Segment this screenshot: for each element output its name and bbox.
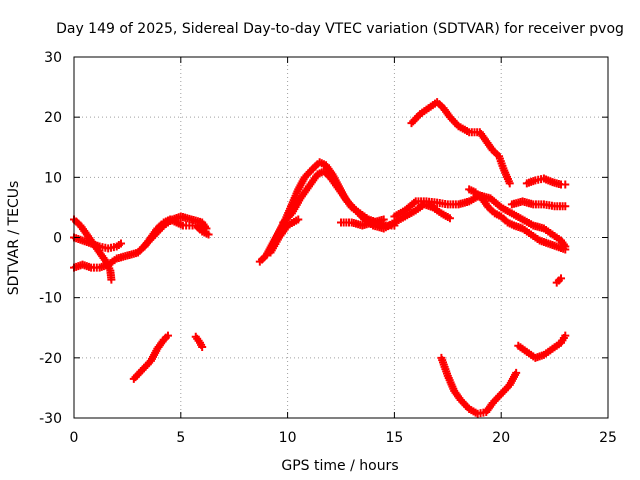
series-track-h	[279, 167, 454, 233]
series-track-q	[514, 331, 570, 362]
x-tick-label: 20	[492, 430, 510, 446]
data-point	[198, 343, 207, 352]
series-track-k	[390, 191, 570, 251]
x-tick-label: 0	[70, 430, 79, 446]
y-tick-label: -10	[39, 291, 62, 307]
x-tick-label: 25	[599, 430, 617, 446]
series-track-i	[266, 215, 303, 257]
x-tick-label: 10	[279, 430, 297, 446]
data-point	[445, 214, 454, 223]
data-point	[163, 331, 172, 340]
chart-title: Day 149 of 2025, Sidereal Day-to-day VTE…	[56, 21, 624, 37]
data-point	[204, 230, 213, 239]
y-tick-label: 0	[53, 231, 62, 247]
series-track-f	[191, 332, 207, 352]
series-track-l	[465, 185, 570, 254]
data-point	[505, 179, 514, 188]
x-tick-label: 5	[176, 430, 185, 446]
data-point	[379, 215, 388, 224]
series-track-n	[522, 174, 570, 189]
data-point	[107, 275, 116, 284]
data-point	[294, 215, 303, 224]
data-point	[561, 202, 570, 211]
grid-lines	[74, 57, 608, 418]
series-track-e	[129, 331, 172, 383]
y-tick-label: 10	[44, 170, 62, 186]
y-axis-title: SDTVAR / TECUs	[6, 181, 22, 296]
series-track-b	[70, 233, 125, 253]
x-tick-label: 15	[385, 430, 403, 446]
series-track-m	[507, 197, 570, 211]
data-point	[116, 239, 125, 248]
data-points	[70, 98, 570, 418]
series-track-p	[437, 353, 521, 418]
tick-labels: 0 5 10 15 20 25 -30 -20 -10 0 10 20 30	[39, 50, 617, 446]
y-tick-label: 30	[44, 50, 62, 66]
series-track-o	[407, 98, 514, 188]
series-track-j	[337, 215, 388, 230]
y-tick-label: -30	[39, 411, 62, 427]
data-point	[561, 245, 570, 254]
data-point	[561, 180, 570, 189]
series-track-d	[140, 215, 213, 251]
y-tick-label: -20	[39, 351, 62, 367]
axis-ticks	[73, 56, 609, 419]
series-track-r	[552, 274, 566, 287]
y-tick-label: 20	[44, 110, 62, 126]
x-axis-title: GPS time / hours	[281, 458, 398, 474]
data-point	[561, 331, 570, 340]
data-point	[557, 274, 566, 283]
data-point	[512, 368, 521, 377]
